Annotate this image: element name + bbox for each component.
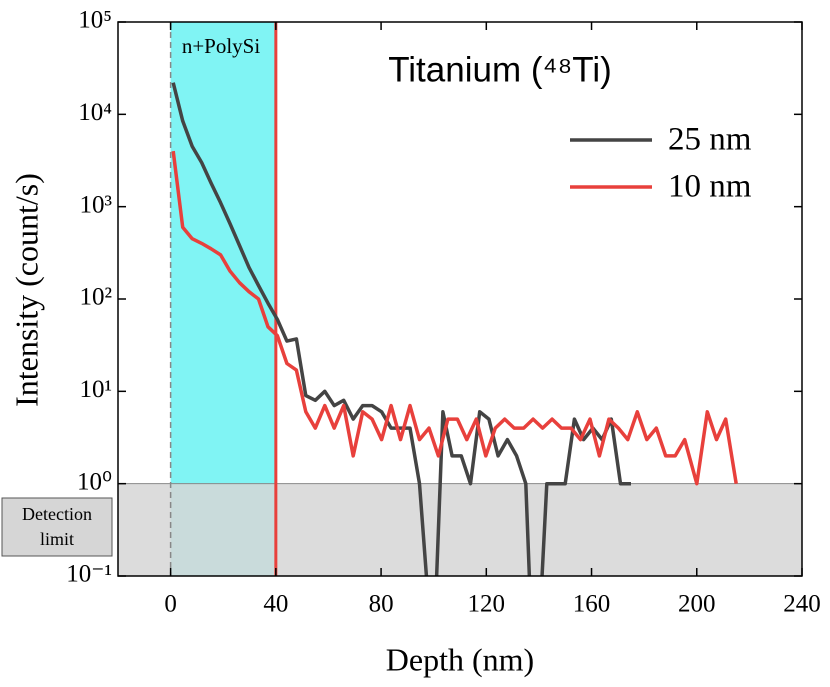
series-line <box>171 82 631 576</box>
x-tick-label: 0 <box>164 591 177 618</box>
y-axis-label: Intensity (count/s) <box>8 173 44 407</box>
x-tick-label: 240 <box>783 591 821 618</box>
y-tick-label: 10⁰ <box>77 468 112 495</box>
chart-title: Titanium (⁴⁸Ti) <box>388 50 612 89</box>
x-tick-label: 40 <box>263 591 288 618</box>
plot-marks <box>171 82 738 576</box>
y-tick-label: 10⁴ <box>78 99 112 126</box>
x-tick-label: 160 <box>573 591 611 618</box>
detection-label: Detection <box>22 504 92 524</box>
detection-band <box>118 483 802 576</box>
legend-label: 25 nm <box>668 122 752 158</box>
y-tick-label: 10⁻¹ <box>66 561 112 588</box>
plot-background <box>118 22 802 576</box>
detection-box <box>1 497 113 557</box>
series-line <box>171 150 738 486</box>
x-tick-label: 80 <box>369 591 394 618</box>
y-tick-label: 10⁵ <box>78 7 112 34</box>
x-axis-label: Depth (nm) <box>386 641 534 677</box>
y-tick-label: 10² <box>80 284 113 311</box>
y-tick-label: 10³ <box>80 191 113 218</box>
x-tick-label: 200 <box>678 591 716 618</box>
legend-label: 10 nm <box>668 169 752 205</box>
detection-label: limit <box>40 529 74 549</box>
axes: 0 40 80 120 160 200 240 10⁻¹ 10⁰ 10¹ 10² 10³ 10⁴ 10⁵ 2… <box>66 7 820 618</box>
y-tick-label: 10¹ <box>80 376 113 403</box>
x-tick-label: 120 <box>468 591 506 618</box>
region-label: n+PolySi <box>182 34 261 58</box>
